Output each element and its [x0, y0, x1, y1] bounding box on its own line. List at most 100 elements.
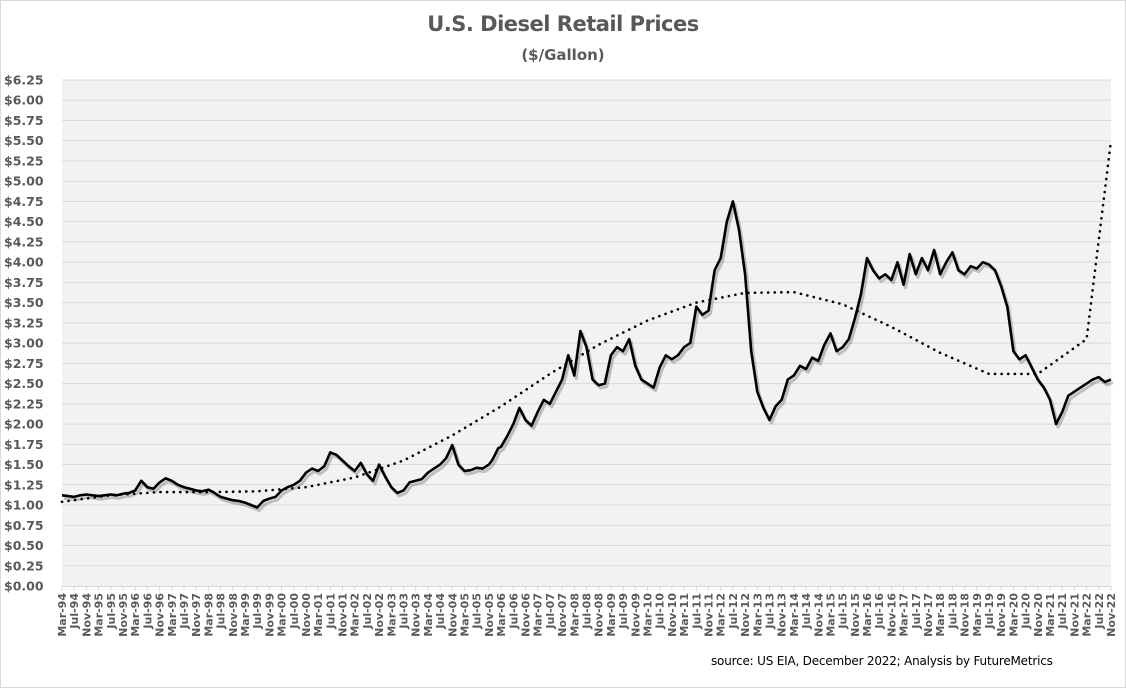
x-tick-label: Mar-06 [495, 593, 508, 637]
x-tick-label: Jul-08 [581, 593, 594, 630]
x-tick-label: Mar-19 [971, 593, 984, 637]
x-tick-label: Mar-14 [788, 593, 801, 637]
x-tick-label: Nov-10 [666, 593, 679, 637]
y-tick-label: $3.50 [4, 295, 44, 310]
series-line-diesel-price [61, 200, 1112, 509]
x-tick-label: Mar-13 [751, 593, 764, 637]
trendline [60, 139, 1113, 504]
x-tick-label: Mar-96 [129, 593, 142, 637]
x-tick-label: Mar-18 [934, 593, 947, 637]
x-tick-label: Mar-08 [568, 593, 581, 637]
x-tick-label: Jul-22 [1093, 593, 1106, 630]
x-tick-label: Nov-17 [922, 593, 935, 637]
y-tick-label: $4.50 [4, 214, 44, 229]
x-tick-label: Nov-11 [702, 593, 715, 637]
x-tick-label: Jul-13 [763, 593, 776, 630]
x-tick-label: Jul-06 [507, 593, 520, 630]
x-tick-label: Mar-99 [239, 593, 252, 637]
x-tick-label: Nov-04 [446, 593, 459, 637]
y-tick-label: $1.75 [4, 437, 44, 452]
y-tick-label: $4.00 [4, 255, 44, 270]
x-tick-label: Jul-99 [251, 593, 264, 630]
x-tick-label: Nov-15 [849, 593, 862, 637]
x-tick-label: Mar-09 [605, 593, 618, 637]
x-tick-label: Mar-05 [459, 593, 472, 637]
x-tick-label: Mar-11 [678, 593, 691, 637]
y-tick-label: $3.75 [4, 275, 44, 290]
y-tick-label: $1.00 [4, 498, 44, 513]
x-tick-label: Mar-12 [715, 593, 728, 637]
y-tick-label: $6.25 [4, 73, 44, 88]
x-tick-label: Jul-97 [178, 593, 191, 630]
y-tick-label: $0.25 [4, 558, 44, 573]
x-tick-label: Mar-20 [1007, 593, 1020, 637]
x-tick-label: Jul-12 [727, 593, 740, 630]
y-tick-label: $3.25 [4, 315, 44, 330]
x-tick-label: Mar-22 [1081, 593, 1094, 637]
x-tick-label: Mar-07 [532, 593, 545, 637]
x-tick-label: Jul-05 [471, 593, 484, 630]
y-tick-label: $4.75 [4, 194, 44, 209]
x-tick-label: Jul-10 [654, 593, 667, 630]
y-tick-label: $0.00 [4, 579, 44, 594]
x-tick-label: Jul-07 [544, 593, 557, 630]
x-tick-label: Jul-14 [800, 593, 813, 630]
y-tick-label: $5.25 [4, 153, 44, 168]
y-tick-label: $2.50 [4, 376, 44, 391]
x-tick-label: Nov-12 [739, 593, 752, 637]
x-tick-label: Jul-19 [983, 593, 996, 630]
x-tick-label: Jul-00 [288, 593, 301, 630]
x-tick-label: Nov-01 [337, 593, 350, 637]
x-tick-label: Nov-03 [410, 593, 423, 637]
x-tick-label: Nov-14 [812, 593, 825, 637]
x-tick-label: Nov-95 [117, 593, 130, 637]
x-tick-label: Jul-04 [434, 593, 447, 630]
x-tick-label: Nov-98 [227, 593, 240, 637]
y-tick-label: $5.00 [4, 174, 44, 189]
y-tick-label: $0.75 [4, 518, 44, 533]
x-tick-label: Jul-15 [837, 593, 850, 630]
gridlines [62, 79, 1111, 567]
x-tick-label: Mar-95 [93, 593, 106, 637]
x-tick-label: Nov-16 [885, 593, 898, 637]
chart-title: U.S. Diesel Retail Prices [427, 12, 699, 36]
x-tick-label: Mar-21 [1044, 593, 1057, 637]
x-tick-label: Nov-06 [520, 593, 533, 637]
x-tick-label: Mar-04 [422, 593, 435, 637]
x-tick-label: Nov-19 [995, 593, 1008, 637]
x-tick-label: Nov-21 [1068, 593, 1081, 637]
y-tick-label: $2.00 [4, 417, 44, 432]
x-tick-label: Jul-03 [398, 593, 411, 630]
x-tick-label: Nov-07 [556, 593, 569, 637]
x-tick-label: Nov-09 [629, 593, 642, 637]
x-tick-label: Jul-11 [690, 593, 703, 630]
x-tick-label: Jul-96 [141, 593, 154, 630]
x-tick-label: Nov-22 [1105, 593, 1118, 637]
series-layer [61, 200, 1114, 512]
x-tick-label: Nov-02 [373, 593, 386, 637]
x-tick-label: Mar-01 [312, 593, 325, 637]
x-tick-label: Mar-16 [861, 593, 874, 637]
x-tick-label: Jul-16 [873, 593, 886, 630]
x-tick-label: Jul-20 [1020, 593, 1033, 630]
x-tick-label: Jul-01 [324, 593, 337, 630]
chart-subtitle: ($/Gallon) [521, 46, 605, 64]
x-tick-label: Jul-02 [361, 593, 374, 630]
x-tick-label: Mar-15 [824, 593, 837, 637]
x-tick-label: Jul-95 [105, 593, 118, 630]
y-tick-label: $5.75 [4, 113, 44, 128]
y-tick-label: $2.75 [4, 356, 44, 371]
y-axis-ticks: $0.00 $0.25 $0.50 $0.75 $1.00 $1.25 $1.50 $1.75… [4, 73, 44, 594]
y-tick-label: $3.00 [4, 336, 44, 351]
plot-area [62, 80, 1111, 586]
x-tick-label: Nov-18 [959, 593, 972, 637]
y-tick-label: $4.25 [4, 234, 44, 249]
x-tick-label: Nov-08 [593, 593, 606, 637]
x-tick-label: Nov-97 [190, 593, 203, 637]
x-tick-label: Mar-94 [56, 593, 69, 637]
x-tick-label: Nov-96 [154, 593, 167, 637]
x-tick-label: Jul-98 [215, 593, 228, 630]
x-tick-label: Mar-00 [276, 593, 289, 637]
x-tick-label: Nov-00 [300, 593, 313, 637]
